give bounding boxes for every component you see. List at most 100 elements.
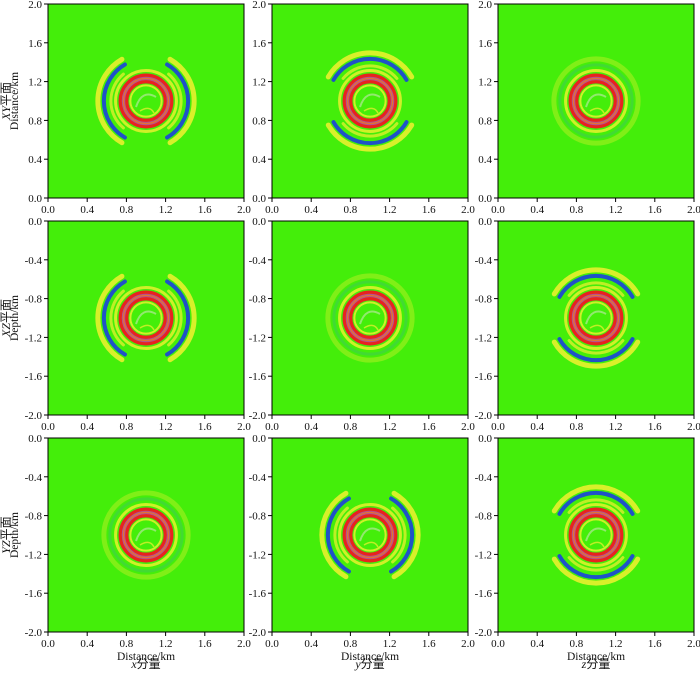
column-label-y: y分量 — [354, 657, 384, 671]
x-axis-title: Distance/km — [567, 651, 625, 663]
x-tick-label: 2.0 — [237, 204, 251, 216]
heatmap-field — [48, 221, 244, 415]
y-tick-label: -0.8 — [475, 511, 493, 523]
field-background — [498, 438, 694, 632]
y-tick-label: -0.8 — [249, 294, 267, 306]
y-tick-label: 0.4 — [28, 154, 42, 166]
outer-wavefront — [551, 56, 641, 146]
x-tick-label: 0.4 — [304, 204, 318, 216]
y-axis-title: Distance/km — [9, 72, 21, 130]
y-tick-label: 0.4 — [252, 154, 266, 166]
y-tick-label: 0.8 — [478, 115, 492, 127]
axis-ticks: 0.0 0.4 0.8 1.2 1.6 2.0 0.0 0.4 0.8 1.2 1.6 2.0 — [252, 0, 475, 216]
inner-ring — [338, 503, 402, 567]
panel-xy-z: 0.0 0.4 0.8 1.2 1.6 2.0 0.0 0.4 0.8 1.2 1.6 2.0 — [478, 0, 700, 216]
x-tick-label: 0.4 — [80, 638, 94, 650]
plot-frame — [497, 437, 695, 633]
figure-labels: XY平面 XZ平面 YZ平面 x分量 y分量 z分量 — [0, 82, 610, 671]
y-tick-label: -0.4 — [475, 255, 493, 267]
y-tick-label: 0.0 — [252, 433, 266, 445]
y-tick-label: 1.6 — [28, 38, 42, 50]
x-tick-label: 1.6 — [648, 204, 662, 216]
plot-frame — [271, 220, 469, 416]
panel-xz-x: 0.0 0.4 0.8 1.2 1.6 2.0 -2.0 -1.6 -1.2 -0.8 -0.4 0.… — [9, 216, 251, 433]
panel-xy-y: 0.0 0.4 0.8 1.2 1.6 2.0 0.0 0.4 0.8 1.2 1.6 2.0 — [252, 0, 475, 216]
x-tick-label: 1.6 — [198, 204, 212, 216]
y-tick-label: -0.8 — [249, 511, 267, 523]
outer-wavefront — [551, 484, 641, 586]
heatmap-field — [498, 4, 694, 198]
y-axis-title: Depth/km — [9, 512, 21, 558]
y-tick-label: -1.6 — [475, 588, 493, 600]
row-label-xy: XY平面 — [0, 82, 13, 121]
outer-wavefront — [95, 56, 197, 146]
y-tick-label: 0.0 — [28, 433, 42, 445]
y-tick-label: -0.8 — [25, 294, 43, 306]
y-tick-label: -1.2 — [249, 332, 266, 344]
field-background — [48, 4, 244, 198]
axis-ticks: 0.0 0.4 0.8 1.2 1.6 2.0 -2.0 -1.6 -1.2 -0.8 -0.4 0.… — [475, 433, 700, 650]
y-tick-label: -0.4 — [249, 255, 267, 267]
heatmap-field — [272, 4, 468, 198]
axis-ticks: 0.0 0.4 0.8 1.2 1.6 2.0 -2.0 -1.6 -1.2 -0.8 -0.4 0.… — [25, 433, 252, 650]
x-tick-label: 2.0 — [237, 638, 251, 650]
x-tick-label: 0.8 — [120, 638, 134, 650]
x-tick-label: 0.4 — [530, 204, 544, 216]
inner-ring — [114, 69, 178, 133]
x-axis-title: Distance/km — [341, 651, 399, 663]
y-tick-label: -2.0 — [25, 627, 43, 639]
y-tick-label: 1.2 — [478, 77, 492, 89]
x-axis-title: Distance/km — [117, 651, 175, 663]
y-tick-label: 1.2 — [252, 77, 266, 89]
y-tick-label: -1.2 — [475, 332, 492, 344]
outer-wavefront — [101, 490, 191, 580]
x-tick-label: 2.0 — [687, 421, 700, 433]
axis-ticks: 0.0 0.4 0.8 1.2 1.6 2.0 -2.0 -1.6 -1.2 -0.8 -0.4 0.… — [249, 433, 476, 650]
plot-frame — [47, 3, 245, 199]
y-tick-label: -0.4 — [25, 255, 43, 267]
y-tick-label: -1.6 — [475, 371, 493, 383]
heatmap-field — [272, 438, 468, 632]
axis-ticks: 0.0 0.4 0.8 1.2 1.6 2.0 -2.0 -1.6 -1.2 -0.8 -0.4 0.… — [475, 216, 700, 433]
y-tick-label: -2.0 — [25, 410, 43, 422]
x-tick-label: 0.0 — [41, 638, 55, 650]
field-background — [48, 438, 244, 632]
y-tick-label: -2.0 — [475, 410, 493, 422]
y-tick-label: 1.2 — [28, 77, 42, 89]
x-tick-label: 0.4 — [304, 421, 318, 433]
x-tick-label: 1.2 — [383, 638, 397, 650]
y-tick-label: -1.6 — [249, 371, 267, 383]
y-tick-label: -0.4 — [475, 472, 493, 484]
y-tick-label: -1.2 — [25, 332, 42, 344]
y-tick-label: -1.2 — [249, 549, 266, 561]
x-tick-label: 2.0 — [237, 421, 251, 433]
axis-ticks: 0.0 0.4 0.8 1.2 1.6 2.0 0.0 0.4 0.8 1.2 1.6 2.0 — [478, 0, 700, 216]
x-tick-label: 0.4 — [530, 638, 544, 650]
plot-frame — [271, 3, 469, 199]
x-tick-label: 2.0 — [687, 204, 700, 216]
field-background — [272, 4, 468, 198]
heatmap-field — [48, 4, 244, 198]
row-label-yz: YZ平面 — [0, 516, 13, 553]
x-tick-label: 1.6 — [422, 421, 436, 433]
y-tick-label: 1.6 — [478, 38, 492, 50]
outer-wavefront — [325, 50, 415, 152]
column-label-x: x分量 — [130, 657, 160, 671]
x-tick-label: 0.4 — [80, 204, 94, 216]
inner-ring — [338, 286, 402, 350]
y-tick-label: -1.6 — [25, 588, 43, 600]
y-tick-label: -0.8 — [25, 511, 43, 523]
x-tick-label: 0.0 — [491, 421, 505, 433]
y-tick-label: 0.8 — [252, 115, 266, 127]
heatmap-field — [48, 438, 244, 632]
x-tick-label: 1.2 — [609, 421, 623, 433]
heatmap-field — [498, 438, 694, 632]
x-tick-label: 1.2 — [383, 421, 397, 433]
x-tick-label: 2.0 — [461, 638, 475, 650]
y-tick-label: 0.0 — [28, 193, 42, 205]
y-tick-label: -1.2 — [475, 549, 492, 561]
axis-ticks: 0.0 0.4 0.8 1.2 1.6 2.0 0.0 0.4 0.8 1.2 1.6 2.0 — [28, 0, 251, 216]
x-tick-label: 0.0 — [265, 421, 279, 433]
y-tick-label: 2.0 — [252, 0, 266, 11]
outer-wavefront — [325, 273, 415, 363]
